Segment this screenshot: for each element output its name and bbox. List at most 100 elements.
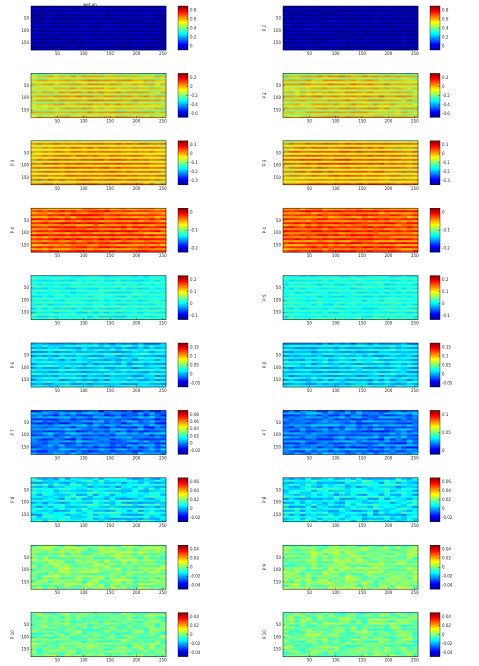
heatmap-cell bbox=[36, 168, 43, 172]
heatmap-cell bbox=[401, 156, 408, 160]
heatmap-cell bbox=[104, 75, 111, 78]
heatmap-cell bbox=[154, 309, 161, 312]
heatmap-cell bbox=[154, 164, 161, 168]
heatmap-cell bbox=[294, 46, 301, 49]
heatmap-cell bbox=[328, 101, 334, 104]
x-tick-label: 100 bbox=[332, 118, 340, 123]
heatmap-cell bbox=[98, 236, 105, 239]
heatmap-cell bbox=[81, 144, 88, 148]
heatmap-cell bbox=[143, 16, 150, 19]
heatmap-cell bbox=[81, 162, 88, 166]
heatmap-cell bbox=[98, 20, 105, 23]
heatmap-cell bbox=[160, 182, 167, 186]
heatmap-cell bbox=[42, 172, 49, 176]
heatmap-cell bbox=[389, 228, 396, 231]
heatmap-cell bbox=[305, 107, 312, 110]
y-tick-label: 150 bbox=[273, 107, 281, 112]
heatmap-cell bbox=[64, 299, 71, 302]
heatmap-cell bbox=[42, 6, 49, 9]
heatmap-cell bbox=[160, 95, 167, 98]
heatmap-cell bbox=[36, 242, 43, 245]
heatmap-cell bbox=[98, 140, 105, 144]
heatmap-cell bbox=[109, 36, 116, 39]
heatmap-cell bbox=[305, 158, 312, 162]
heatmap-cell bbox=[81, 107, 88, 110]
heatmap-cell bbox=[126, 220, 133, 223]
heatmap-cell bbox=[87, 44, 94, 47]
heatmap-cell bbox=[42, 115, 49, 118]
heatmap-cell bbox=[294, 172, 301, 176]
heatmap-cell bbox=[406, 242, 413, 245]
x-tick-label: 250 bbox=[159, 51, 167, 56]
heatmap-cell bbox=[344, 238, 351, 241]
heatmap-cell bbox=[384, 224, 391, 227]
heatmap-cell bbox=[154, 176, 161, 180]
heatmap-cell bbox=[87, 8, 94, 11]
heatmap-cell bbox=[316, 14, 323, 17]
heatmap-cell bbox=[92, 279, 99, 282]
heatmap-cell bbox=[361, 113, 368, 116]
heatmap-cell bbox=[98, 99, 105, 102]
heatmap-cell bbox=[294, 170, 301, 174]
heatmap-cell bbox=[311, 222, 318, 225]
heatmap-cell bbox=[322, 162, 329, 166]
heatmap-cell bbox=[109, 170, 116, 174]
heatmap-cell bbox=[395, 10, 402, 13]
heatmap-cell bbox=[149, 42, 156, 45]
heatmap-cell bbox=[412, 180, 419, 184]
heatmap-cell bbox=[373, 103, 379, 106]
heatmap-cell bbox=[36, 287, 43, 290]
heatmap-cell bbox=[316, 115, 323, 118]
x-tick-label: 50 bbox=[55, 321, 61, 326]
heatmap-cell bbox=[76, 115, 82, 118]
heatmap-cell bbox=[339, 95, 346, 98]
heatmap-cell bbox=[316, 232, 323, 235]
heatmap-cell bbox=[160, 101, 167, 104]
heatmap-cell bbox=[36, 313, 43, 316]
heatmap-cell bbox=[389, 234, 396, 237]
heatmap-cell bbox=[395, 156, 402, 160]
heatmap-cell bbox=[70, 83, 77, 86]
y-axis-label: P 4 bbox=[262, 227, 267, 234]
heatmap-cell bbox=[316, 142, 323, 146]
heatmap-cell bbox=[121, 160, 127, 164]
heatmap-cell bbox=[406, 16, 413, 19]
heatmap-cell bbox=[299, 228, 306, 231]
heatmap-cell bbox=[104, 309, 111, 312]
heatmap-cell bbox=[109, 309, 116, 312]
heatmap-cell bbox=[98, 289, 105, 292]
heatmap-cell bbox=[31, 317, 37, 320]
heatmap-cell bbox=[36, 279, 43, 282]
x-tick-label: 150 bbox=[106, 51, 114, 56]
heatmap-cell bbox=[311, 156, 318, 160]
heatmap-cell bbox=[31, 12, 37, 15]
heatmap-cell bbox=[59, 220, 66, 223]
heatmap-cell bbox=[401, 236, 408, 239]
heatmap-cell bbox=[283, 164, 289, 168]
heatmap-cell bbox=[333, 109, 340, 112]
heatmap-cell bbox=[316, 44, 323, 47]
heatmap-cell bbox=[361, 234, 368, 237]
heatmap-cell bbox=[406, 83, 413, 86]
heatmap-cell bbox=[115, 148, 122, 152]
heatmap-cell bbox=[53, 142, 60, 146]
heatmap-cell bbox=[311, 212, 318, 215]
heatmap-cell bbox=[59, 93, 66, 96]
heatmap-cell bbox=[81, 140, 88, 144]
heatmap-cell bbox=[344, 168, 351, 172]
heatmap-cell bbox=[92, 222, 99, 225]
heatmap-cell bbox=[322, 208, 329, 211]
heatmap-cell bbox=[344, 142, 351, 146]
heatmap-cell bbox=[121, 248, 127, 251]
heatmap-cell bbox=[36, 182, 43, 186]
heatmap-cell bbox=[328, 48, 334, 51]
heatmap-cell bbox=[373, 218, 379, 221]
colorbar-tick-label: 0.1 bbox=[442, 142, 449, 147]
heatmap-cell bbox=[311, 115, 318, 118]
heatmap-cell bbox=[384, 150, 391, 154]
heatmap-cell bbox=[115, 46, 122, 49]
heatmap-cell bbox=[333, 154, 340, 158]
heatmap-cell bbox=[132, 281, 139, 284]
heatmap-cell bbox=[373, 36, 379, 39]
